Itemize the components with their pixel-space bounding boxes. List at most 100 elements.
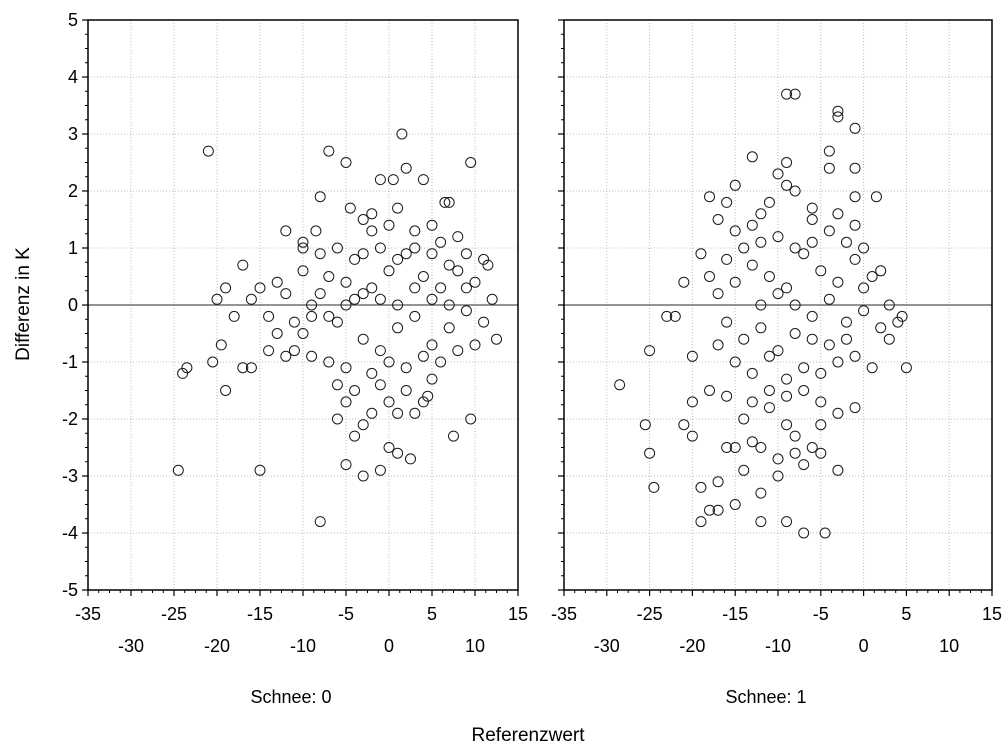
x-tick-label: 10 — [465, 636, 485, 656]
data-point — [686, 430, 698, 442]
data-point — [849, 402, 861, 414]
data-point — [340, 362, 352, 374]
data-point — [746, 151, 758, 163]
data-point — [738, 242, 750, 254]
data-point — [849, 122, 861, 134]
data-point — [781, 157, 793, 168]
data-point — [340, 459, 352, 471]
data-point — [331, 379, 343, 391]
data-point — [452, 265, 464, 277]
data-point — [896, 310, 908, 322]
data-point — [383, 219, 395, 231]
data-point — [755, 442, 767, 453]
x-tick-label: -10 — [290, 636, 316, 656]
data-point — [323, 271, 335, 282]
data-point — [806, 202, 818, 214]
data-point — [686, 396, 698, 408]
data-point — [806, 333, 818, 345]
data-point — [755, 208, 767, 220]
data-point — [789, 185, 801, 197]
data-point — [344, 202, 356, 214]
y-tick-label: 5 — [68, 10, 78, 30]
data-point — [789, 447, 801, 459]
data-point — [678, 419, 690, 431]
data-point — [866, 271, 878, 282]
data-point — [271, 276, 283, 288]
data-point — [478, 316, 490, 328]
panel-label: Schnee: 1 — [725, 687, 806, 707]
data-point — [443, 196, 455, 208]
data-point — [357, 333, 369, 345]
x-tick-label: 15 — [508, 604, 528, 624]
data-point — [746, 436, 758, 448]
x-axis-title: Referenzwert — [472, 725, 586, 746]
data-point — [772, 345, 784, 357]
data-point — [435, 236, 447, 248]
data-point — [228, 310, 240, 322]
data-point — [729, 356, 741, 368]
data-point — [644, 345, 656, 357]
data-point — [806, 310, 818, 322]
y-tick-label: 2 — [68, 181, 78, 201]
x-tick-label: 15 — [982, 604, 1002, 624]
data-point — [439, 196, 451, 208]
data-point — [772, 168, 784, 180]
data-point — [721, 390, 733, 402]
data-point — [478, 253, 490, 265]
data-point — [815, 265, 827, 277]
data-point — [426, 248, 438, 260]
y-tick-label: -2 — [62, 409, 78, 429]
panel-2: -35 -30 -25 -20 -15 -10 -5 0 5 10 15 Schnee: 1 — [551, 19, 1002, 707]
data-point — [245, 362, 257, 374]
data-point — [798, 459, 810, 471]
data-point — [875, 322, 887, 334]
data-point — [892, 316, 904, 328]
data-point — [648, 481, 660, 493]
data-point — [181, 362, 193, 374]
data-point — [263, 345, 275, 357]
data-point — [823, 162, 835, 174]
data-point — [245, 293, 257, 305]
data-point — [781, 88, 793, 100]
data-point — [469, 276, 481, 288]
data-point — [306, 310, 318, 322]
data-point — [704, 385, 716, 396]
data-point — [900, 362, 912, 374]
data-point — [491, 333, 502, 345]
data-point — [426, 293, 438, 305]
data-point — [823, 339, 835, 351]
data-point — [823, 293, 835, 305]
data-point — [639, 419, 651, 431]
data-point — [460, 305, 472, 317]
data-point — [849, 253, 861, 265]
data-point — [815, 396, 827, 408]
data-point — [866, 362, 878, 374]
data-point — [772, 453, 784, 465]
data-point — [729, 225, 741, 237]
data-point — [746, 219, 758, 231]
data-point — [840, 236, 852, 248]
data-point — [738, 413, 750, 425]
x-tick-label: -25 — [161, 604, 187, 624]
data-point — [383, 356, 395, 368]
data-point — [781, 390, 793, 402]
data-point — [482, 259, 494, 271]
data-point — [409, 407, 421, 419]
data-point — [366, 407, 378, 419]
y-tick-label: 0 — [68, 295, 78, 315]
y-tick-label: -5 — [62, 580, 78, 600]
data-point — [858, 305, 870, 317]
data-point — [357, 470, 369, 482]
data-point — [396, 128, 408, 140]
data-point — [237, 362, 249, 374]
data-point — [755, 487, 767, 499]
data-point — [781, 179, 793, 191]
data-point — [772, 470, 784, 482]
data-point — [357, 419, 369, 431]
data-point — [417, 174, 429, 186]
data-point — [400, 162, 412, 174]
data-point — [383, 265, 395, 277]
data-point — [798, 248, 810, 260]
data-point — [763, 402, 775, 414]
data-point — [772, 231, 784, 243]
